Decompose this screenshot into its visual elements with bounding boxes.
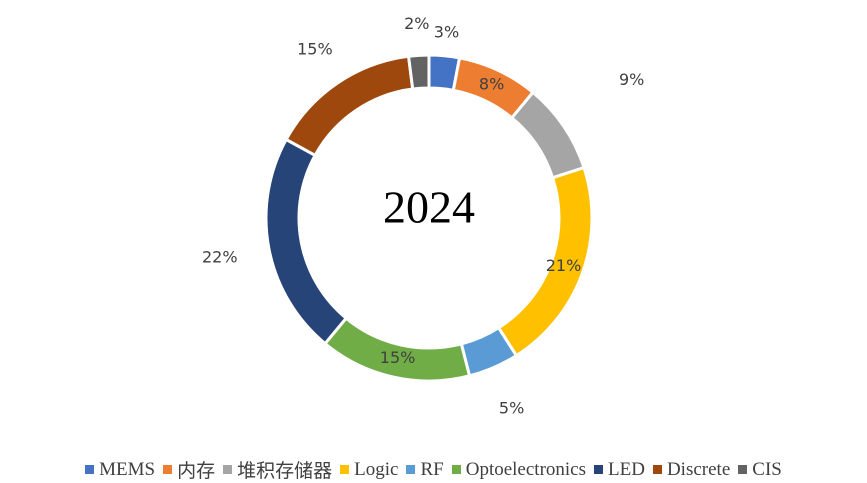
donut-segment [509, 90, 586, 180]
legend: MEMS 内存 堆积存储器 Logic RF Optoelectronics LED Disc… [0, 456, 867, 483]
data-label: 15% [297, 40, 333, 59]
donut-segment [284, 54, 415, 158]
center-title: 2024 [383, 182, 475, 233]
data-label: 15% [380, 348, 416, 367]
donut-segment [406, 53, 431, 91]
legend-swatch [652, 465, 662, 474]
legend-label: LED [608, 458, 645, 480]
data-label: 5% [499, 398, 524, 417]
legend-swatch [85, 465, 95, 474]
legend-item: LED [594, 456, 645, 483]
legend-item: Logic [340, 456, 398, 483]
legend-label: RF [420, 458, 444, 480]
legend-swatch [163, 465, 173, 474]
data-label: 9% [619, 70, 644, 89]
legend-label: 内存 [177, 461, 216, 482]
legend-swatch [594, 465, 604, 474]
legend-label: Logic [354, 458, 399, 480]
legend-label: CIS [752, 458, 782, 480]
legend-swatch [223, 465, 233, 474]
legend-swatch [406, 465, 416, 474]
data-label: 3% [434, 22, 459, 41]
legend-item: RF [406, 456, 444, 483]
data-label: 22% [202, 247, 238, 266]
legend-item: 堆积存储器 [223, 456, 332, 483]
data-label: 21% [546, 256, 582, 275]
data-label: 8% [479, 74, 504, 93]
legend-swatch [738, 465, 748, 474]
legend-item: Discrete [652, 456, 731, 483]
legend-swatch [451, 465, 461, 474]
legend-item: MEMS [85, 456, 155, 483]
legend-swatch [340, 465, 350, 474]
legend-label: Discrete [666, 458, 731, 480]
plot: 2024 3% 8% 9% 21% 5% 15% 22% 15% 2% [202, 14, 644, 418]
data-label: 2% [404, 14, 429, 33]
legend-label: MEMS [99, 458, 156, 480]
legend-item: 内存 [163, 456, 215, 483]
legend-label: Optoelectronics [465, 458, 587, 480]
legend-item: Optoelectronics [451, 456, 587, 483]
legend-item: CIS [738, 456, 782, 483]
donut-segment [264, 137, 349, 346]
legend-label: 堆积存储器 [237, 461, 333, 482]
